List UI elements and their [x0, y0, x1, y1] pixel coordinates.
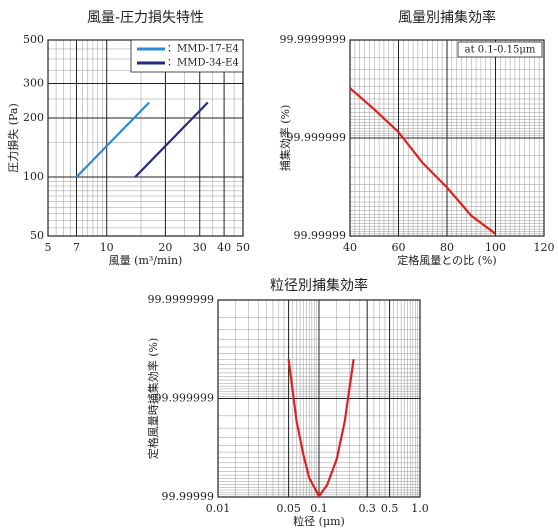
x-axis-label: 風量 (m³/min)	[109, 254, 183, 267]
y-tick-label: 99.999999	[155, 392, 215, 405]
x-tick-label: 100	[485, 241, 506, 254]
series-line	[75, 101, 150, 178]
y-axis-label: 定格風量時捕集効率 (%)	[146, 338, 160, 460]
x-tick-label: 0.05	[276, 502, 301, 515]
y-tick-label: 100	[23, 170, 44, 183]
x-tick-label: 40	[343, 241, 357, 254]
y-tick-label: 99.99999	[162, 490, 215, 503]
series-line	[349, 87, 497, 235]
x-tick-label: 1.0	[411, 502, 429, 515]
y-tick-label: 99.99999	[294, 229, 347, 242]
x-tick-label: 0.1	[310, 502, 328, 515]
x-tick-label: 80	[440, 241, 454, 254]
legend-box	[130, 39, 244, 73]
x-tick-label: 40	[217, 241, 231, 254]
annotation-box	[457, 41, 543, 58]
plot-frame	[349, 39, 545, 237]
x-axis-label: 定格風量との比 (%)	[397, 253, 496, 267]
chart-title: 風量別捕集効率	[398, 9, 496, 26]
x-tick-label: 60	[392, 241, 406, 254]
x-tick-label: 30	[193, 241, 207, 254]
y-axis-label: 圧力損失 (Pa)	[6, 103, 20, 173]
series-line	[134, 101, 209, 178]
y-axis-label: 捕集効率 (%)	[278, 105, 292, 172]
chart-title: 風量-圧力損失特性	[87, 10, 204, 26]
y-tick-label: 99.9999999	[280, 33, 346, 46]
y-tick-label: 200	[23, 111, 44, 124]
x-tick-label: 20	[158, 241, 172, 254]
x-tick-label: 5	[45, 241, 52, 254]
x-tick-label: 0.01	[206, 502, 231, 515]
y-tick-label: 99.999999	[287, 131, 347, 144]
x-tick-label: 10	[100, 241, 114, 254]
x-tick-label: 0.5	[381, 502, 399, 515]
x-tick-label: 50	[236, 241, 250, 254]
series-line	[287, 359, 355, 499]
x-tick-label: 7	[73, 241, 80, 254]
y-tick-label: 500	[23, 33, 44, 46]
y-tick-label: 50	[30, 229, 44, 242]
legend-label: ：MMD-17-E4	[167, 44, 239, 55]
legend-label: ：MMD-34-E4	[167, 58, 239, 69]
x-tick-label: 120	[534, 241, 555, 254]
chart-title: 粒径別捕集効率	[270, 277, 368, 294]
y-tick-label: 99.9999999	[148, 293, 214, 306]
x-axis-label: 粒径 (μm)	[293, 514, 345, 528]
y-tick-label: 300	[23, 76, 44, 89]
annotation: at 0.1-0.15μm	[465, 45, 536, 56]
x-tick-label: 0.3	[358, 502, 376, 515]
